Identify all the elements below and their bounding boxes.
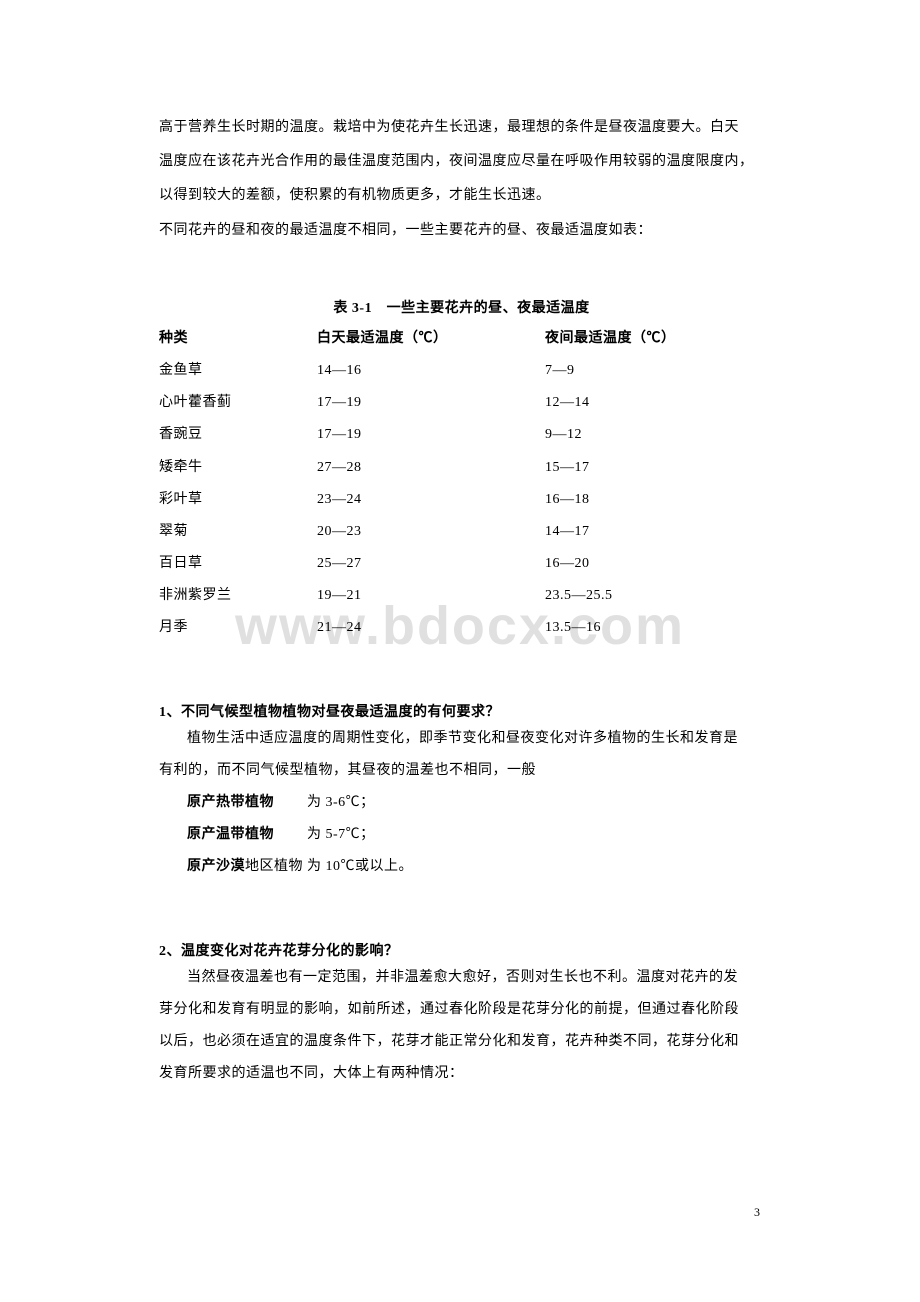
table-header-night: 夜间最适温度（℃） — [545, 323, 764, 355]
table-row: 心叶藿香蓟 17—19 12—14 — [159, 387, 764, 419]
table-cell-name: 月季 — [159, 612, 317, 644]
table-cell-night: 16—18 — [545, 484, 764, 516]
table-cell-name: 香豌豆 — [159, 419, 317, 451]
climate-row: 原产温带植物 为 5-7℃； — [159, 819, 764, 851]
section2-para-line4: 发育所要求的适温也不同，大体上有两种情况： — [159, 1058, 764, 1090]
table-cell-name: 翠菊 — [159, 516, 317, 548]
intro-paragraph-line4: 不同花卉的昼和夜的最适温度不相同，一些主要花卉的昼、夜最适温度如表： — [159, 215, 764, 247]
intro-paragraph-line3: 以得到较大的差额，使积累的有机物质更多，才能生长迅速。 — [159, 180, 764, 212]
table-cell-day: 14—16 — [317, 355, 545, 387]
table-cell-day: 27—28 — [317, 452, 545, 484]
section1-para-line2: 有利的，而不同气候型植物，其昼夜的温差也不相同，一般 — [159, 755, 764, 787]
climate-label: 原产热带植物 — [187, 787, 307, 819]
section2-para-line3: 以后，也必须在适宜的温度条件下，花芽才能正常分化和发育，花卉种类不同，花芽分化和 — [159, 1026, 764, 1058]
table-row: 金鱼草 14—16 7—9 — [159, 355, 764, 387]
table-cell-day: 17—19 — [317, 419, 545, 451]
page-content: 高于营养生长时期的温度。栽培中为使花卉生长迅速，最理想的条件是昼夜温度要大。白天… — [0, 0, 920, 1090]
climate-row: 原产沙漠地区植物 为 10℃或以上。 — [159, 851, 764, 883]
section1-heading: 1、不同气候型植物植物对昼夜最适温度的有何要求？ — [159, 701, 764, 721]
table-cell-day: 25—27 — [317, 548, 545, 580]
climate-label-bold: 原产热带植物 — [187, 795, 274, 810]
table-row: 非洲紫罗兰 19—21 23.5—25.5 — [159, 580, 764, 612]
table-cell-name: 非洲紫罗兰 — [159, 580, 317, 612]
temperature-table: 种类 白天最适温度（℃） 夜间最适温度（℃） 金鱼草 14—16 7—9 心叶藿… — [159, 323, 764, 645]
table-cell-night: 23.5—25.5 — [545, 580, 764, 612]
page-number: 3 — [754, 1205, 760, 1220]
climate-value: 为 3-6℃； — [307, 787, 764, 819]
table-row: 翠菊 20—23 14—17 — [159, 516, 764, 548]
section1-para-line1: 植物生活中适应温度的周期性变化，即季节变化和昼夜变化对许多植物的生长和发育是 — [159, 723, 764, 755]
table-cell-name: 金鱼草 — [159, 355, 317, 387]
intro-paragraph-line2: 温度应在该花卉光合作用的最佳温度范围内，夜间温度应尽量在呼吸作用较弱的温度限度内… — [159, 146, 764, 178]
section2-para-line1: 当然昼夜温差也有一定范围，并非温差愈大愈好，否则对生长也不利。温度对花卉的发 — [159, 962, 764, 994]
table-row: 月季 21—24 13.5—16 — [159, 612, 764, 644]
table-cell-name: 百日草 — [159, 548, 317, 580]
table-cell-night: 12—14 — [545, 387, 764, 419]
table-cell-day: 19—21 — [317, 580, 545, 612]
climate-value: 为 10℃或以上。 — [307, 851, 764, 883]
climate-label-bold: 原产温带植物 — [187, 827, 274, 842]
climate-label-bold: 原产沙漠 — [187, 859, 245, 874]
table-cell-night: 14—17 — [545, 516, 764, 548]
section2-para-line2: 芽分化和发育有明显的影响，如前所述，通过春化阶段是花芽分化的前提，但通过春化阶段 — [159, 994, 764, 1026]
table-cell-day: 23—24 — [317, 484, 545, 516]
table-cell-night: 15—17 — [545, 452, 764, 484]
climate-label: 原产沙漠地区植物 — [187, 851, 307, 883]
table-cell-day: 20—23 — [317, 516, 545, 548]
table-row: 矮牵牛 27—28 15—17 — [159, 452, 764, 484]
table-row: 彩叶草 23—24 16—18 — [159, 484, 764, 516]
climate-row: 原产热带植物 为 3-6℃； — [159, 787, 764, 819]
table-cell-name: 心叶藿香蓟 — [159, 387, 317, 419]
climate-label: 原产温带植物 — [187, 819, 307, 851]
table-cell-day: 17—19 — [317, 387, 545, 419]
table-row: 百日草 25—27 16—20 — [159, 548, 764, 580]
section2-heading: 2、温度变化对花卉花芽分化的影响？ — [159, 940, 764, 960]
table-row: 香豌豆 17—19 9—12 — [159, 419, 764, 451]
table-cell-night: 16—20 — [545, 548, 764, 580]
table-cell-name: 彩叶草 — [159, 484, 317, 516]
intro-paragraph-line1: 高于营养生长时期的温度。栽培中为使花卉生长迅速，最理想的条件是昼夜温度要大。白天 — [159, 112, 764, 144]
climate-value: 为 5-7℃； — [307, 819, 764, 851]
table-cell-night: 7—9 — [545, 355, 764, 387]
table-cell-day: 21—24 — [317, 612, 545, 644]
climate-label-rest: 地区植物 — [245, 859, 303, 874]
table-cell-night: 13.5—16 — [545, 612, 764, 644]
table-header-day: 白天最适温度（℃） — [317, 323, 545, 355]
table-cell-name: 矮牵牛 — [159, 452, 317, 484]
table-header-row: 种类 白天最适温度（℃） 夜间最适温度（℃） — [159, 323, 764, 355]
table-cell-night: 9—12 — [545, 419, 764, 451]
table-header-species: 种类 — [159, 323, 317, 355]
table-title: 表 3-1 一些主要花卉的昼、夜最适温度 — [159, 297, 764, 317]
